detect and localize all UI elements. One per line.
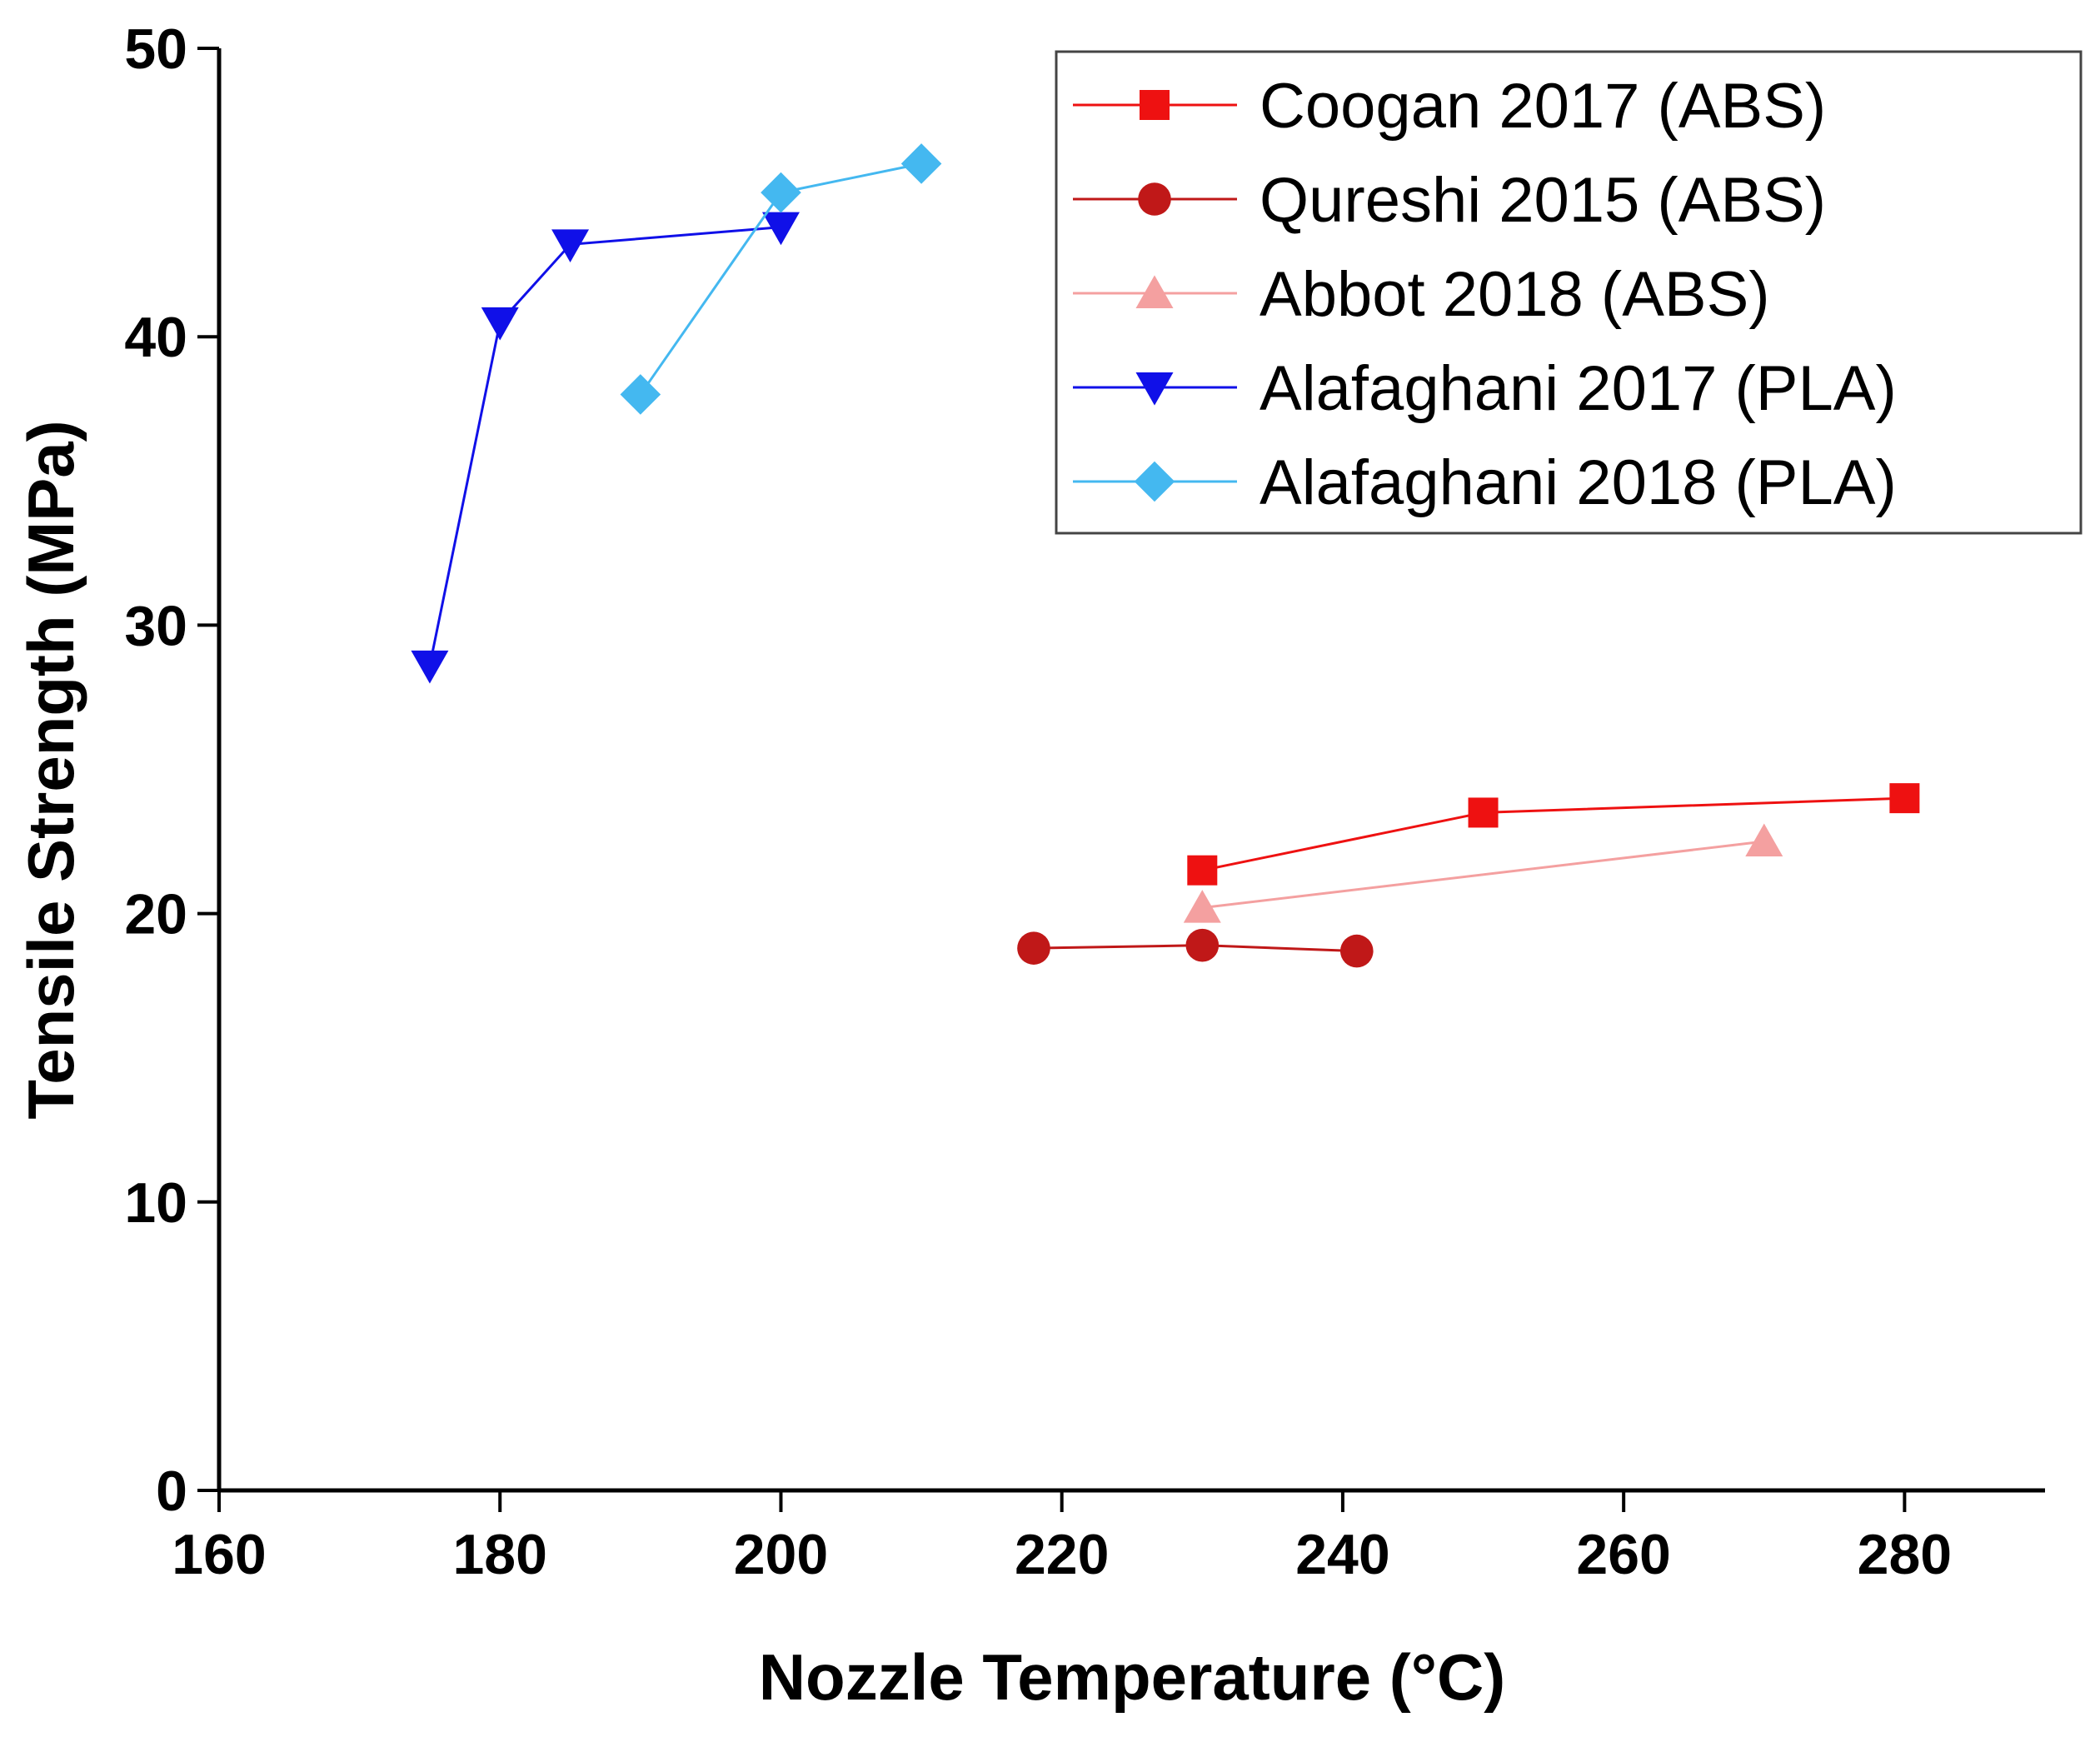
y-tick-label: 30 — [124, 594, 187, 657]
data-point — [1745, 823, 1783, 857]
x-tick-label: 220 — [1015, 1523, 1109, 1586]
y-axis-title: Tensile Strength (MPa) — [14, 420, 87, 1119]
y-ticks: 0 10 20 30 40 50 — [124, 17, 219, 1523]
legend-label: Alafaghani 2018 (PLA) — [1260, 447, 1897, 518]
series-2 — [1017, 928, 1374, 968]
series-3 — [1183, 823, 1783, 923]
data-point — [761, 172, 801, 213]
x-axis-title: Nozzle Temperature (°C) — [759, 1640, 1506, 1714]
y-tick-label: 0 — [156, 1460, 187, 1523]
x-tick-label: 160 — [172, 1523, 266, 1586]
legend-entry-1: Coogan 2017 (ABS) — [1073, 71, 1826, 142]
data-point — [1187, 855, 1218, 886]
y-tick-label: 10 — [124, 1171, 187, 1235]
data-point — [1889, 783, 1920, 814]
legend-marker — [1134, 461, 1175, 502]
series-line — [1202, 840, 1764, 910]
data-point — [1339, 934, 1374, 968]
series-4 — [411, 212, 800, 684]
legend-entry-4: Alafaghani 2017 (PLA) — [1073, 353, 1897, 424]
legend-entry-2: Qureshi 2015 (ABS) — [1073, 165, 1826, 236]
series-line — [428, 226, 781, 666]
y-tick-label: 20 — [124, 883, 187, 946]
series-1 — [1187, 783, 1920, 886]
series-layer — [411, 143, 1920, 968]
legend-entry-3: Abbot 2018 (ABS) — [1073, 259, 1770, 330]
legend-entry-5: Alafaghani 2018 (PLA) — [1073, 447, 1897, 518]
y-tick-label: 50 — [124, 17, 187, 81]
data-point — [900, 143, 942, 184]
data-point — [1017, 931, 1050, 965]
data-point — [1185, 928, 1220, 962]
x-tick-label: 260 — [1576, 1523, 1670, 1586]
y-tick-label: 40 — [124, 306, 187, 369]
data-point — [551, 229, 590, 263]
x-tick-label: 200 — [734, 1523, 828, 1586]
series-line — [1202, 796, 1905, 872]
x-tick-label: 180 — [452, 1523, 546, 1586]
legend: Coogan 2017 (ABS) Qureshi 2015 (ABS) Abbot… — [1055, 50, 2083, 535]
legend-label: Abbot 2018 (ABS) — [1260, 259, 1770, 330]
legend-marker — [1138, 182, 1171, 216]
legend-marker — [1140, 90, 1170, 120]
data-point — [411, 650, 449, 684]
legend-marker — [1135, 275, 1174, 308]
legend-label: Qureshi 2015 (ABS) — [1260, 165, 1826, 236]
x-tick-label: 240 — [1295, 1523, 1389, 1586]
data-point — [481, 307, 519, 341]
data-point — [1468, 797, 1499, 828]
legend-label: Coogan 2017 (ABS) — [1260, 71, 1826, 142]
x-ticks: 160 180 200 220 240 260 280 — [172, 1490, 1952, 1586]
legend-label: Alafaghani 2017 (PLA) — [1260, 353, 1897, 424]
data-point — [620, 374, 661, 415]
data-point — [1183, 890, 1221, 923]
axes — [217, 48, 2045, 1493]
data-point — [761, 212, 800, 246]
series-5 — [620, 143, 942, 415]
legend-marker — [1135, 372, 1174, 406]
x-tick-label: 280 — [1858, 1523, 1952, 1586]
